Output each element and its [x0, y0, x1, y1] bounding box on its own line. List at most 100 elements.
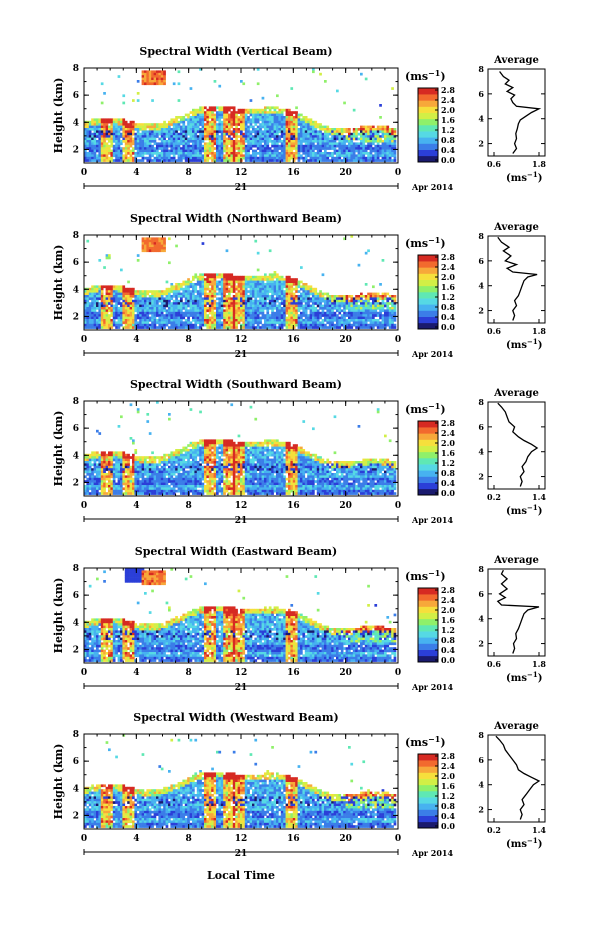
heatmap-cell	[266, 292, 270, 296]
heatmap-cell	[165, 314, 169, 317]
heatmap-cell	[304, 285, 308, 289]
heatmap-cell	[223, 142, 226, 146]
heatmap-cell	[290, 309, 294, 313]
heatmap-cell	[314, 156, 318, 160]
heatmap-cell	[206, 314, 210, 317]
heatmap-cell	[211, 321, 214, 325]
heatmap-cell	[328, 130, 332, 134]
heatmap-cell	[278, 290, 282, 293]
heatmap-cell	[201, 111, 205, 114]
heatmap-cell	[124, 130, 128, 134]
heatmap-cell	[136, 159, 140, 162]
heatmap-cell	[271, 125, 274, 129]
colorbar-tick-label: 1.6	[441, 115, 455, 125]
heatmap-cell	[108, 290, 111, 293]
heatmap-cell	[244, 316, 248, 320]
heatmap-cell	[249, 154, 253, 158]
heatmap-cell	[256, 309, 260, 313]
heatmap-cell	[139, 297, 142, 301]
heatmap-cell	[122, 290, 126, 293]
heatmap-cell	[91, 140, 94, 143]
heatmap-cell	[223, 278, 226, 281]
heatmap-cell	[261, 147, 265, 150]
heatmap-cell	[165, 123, 169, 126]
profile-y-tick-label: 4	[478, 281, 484, 291]
heatmap-cell	[184, 287, 188, 291]
heatmap-cell	[194, 326, 198, 329]
heatmap-cell	[312, 309, 315, 313]
heatmap-cell	[220, 128, 224, 131]
heatmap-cell	[285, 285, 289, 289]
heatmap-cell	[165, 295, 169, 298]
heatmap-cell	[319, 307, 322, 310]
heatmap-cell	[314, 323, 318, 327]
heatmap-cell	[196, 314, 200, 317]
heatmap-cell	[156, 142, 159, 146]
heatmap-cell	[148, 70, 152, 74]
heatmap-cell	[108, 144, 111, 148]
heatmap-cell	[235, 144, 238, 148]
heatmap-cell	[259, 316, 262, 320]
heatmap-cell	[374, 307, 378, 310]
heatmap-cell	[103, 137, 106, 141]
heatmap-cell	[156, 152, 159, 155]
heatmap-cell	[225, 287, 229, 291]
heatmap-cell	[88, 290, 92, 293]
heatmap-cell	[295, 111, 298, 114]
heatmap-cell	[273, 130, 277, 134]
heatmap-cell	[177, 137, 181, 141]
heatmap-cell	[189, 323, 193, 327]
heatmap-cell	[285, 304, 289, 308]
heatmap-cell	[115, 295, 118, 298]
heatmap-cell	[331, 314, 334, 317]
heatmap-cell	[352, 154, 356, 158]
heatmap-cell	[338, 140, 342, 143]
heatmap-cell	[223, 132, 226, 136]
heatmap-cell	[292, 307, 296, 310]
heatmap-cell	[285, 309, 289, 313]
heatmap-cell	[139, 299, 142, 303]
heatmap-cell	[321, 156, 325, 160]
heatmap-cell	[88, 144, 92, 148]
heatmap-cell	[160, 299, 164, 303]
heatmap-cell	[228, 118, 231, 122]
heatmap-cell	[271, 316, 274, 320]
heatmap-cell	[295, 128, 298, 131]
heatmap-cell	[261, 295, 265, 298]
heatmap-cell	[316, 149, 320, 153]
heatmap-cell	[326, 326, 330, 329]
heatmap-cell	[376, 125, 380, 129]
heatmap-cell	[213, 304, 217, 308]
heatmap-cell	[244, 118, 248, 122]
heatmap-cell	[355, 144, 358, 148]
heatmap-cell	[127, 321, 130, 325]
heatmap-cell	[312, 137, 315, 141]
heatmap-cell	[386, 147, 390, 150]
heatmap-cell	[105, 287, 109, 291]
heatmap-cell	[259, 275, 262, 279]
heatmap-cell	[91, 132, 94, 136]
heatmap-cell	[254, 154, 258, 158]
heatmap-cell	[91, 319, 94, 322]
heatmap-cell	[278, 311, 282, 315]
heatmap-cell	[103, 159, 106, 162]
heatmap-cell	[324, 159, 327, 162]
heatmap-cell	[144, 77, 147, 81]
heatmap-cell	[300, 297, 303, 301]
heatmap-cell	[319, 323, 322, 327]
heatmap-cell	[124, 125, 128, 129]
heatmap-cell	[105, 304, 109, 308]
heatmap-cell	[230, 140, 234, 143]
heatmap-cell	[225, 297, 229, 301]
heatmap-cell	[91, 152, 94, 155]
heatmap-cell	[300, 149, 303, 153]
heatmap-cell	[300, 132, 303, 136]
heatmap-cell	[273, 283, 277, 286]
heatmap-cell	[312, 144, 315, 148]
heatmap-cell	[96, 147, 99, 150]
heatmap-cell	[216, 113, 219, 117]
heatmap-cell	[141, 297, 145, 301]
heatmap-cell	[345, 314, 349, 317]
heatmap-cell	[278, 118, 282, 122]
heatmap-cell	[201, 125, 205, 129]
